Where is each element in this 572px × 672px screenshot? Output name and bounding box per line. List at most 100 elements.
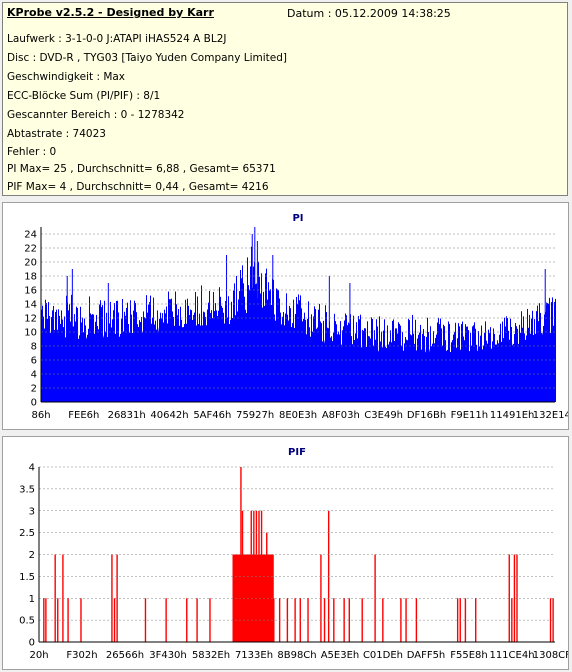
pi-bar: [336, 324, 337, 402]
pi-bar: [467, 326, 468, 402]
pi-bar: [181, 319, 182, 402]
pi-bar: [125, 315, 126, 402]
pi-bar: [281, 324, 282, 402]
pi-bar: [251, 246, 252, 402]
pi-grid: [41, 233, 555, 389]
pi-bar: [236, 275, 237, 402]
pi-bar: [218, 310, 219, 402]
pi-bar: [159, 318, 160, 402]
x-tick-label: 3F430h: [149, 650, 187, 661]
pi-bar: [334, 313, 335, 402]
pi-bar: [132, 333, 133, 402]
pi-bar: [433, 331, 434, 402]
pi-bar: [303, 318, 304, 402]
pi-bar: [147, 312, 148, 402]
pi-bar: [390, 330, 391, 402]
pi-bar: [392, 320, 393, 402]
pi-bar: [548, 303, 549, 402]
pi-bar: [150, 295, 151, 402]
pi-bar: [552, 297, 553, 402]
pi-bar: [296, 296, 297, 402]
pi-bar: [355, 333, 356, 402]
x-tick-label: 1308CFh: [533, 650, 568, 661]
x-tick-label: C3E49h: [364, 410, 403, 421]
app-title: KProbe v2.5.2 - Designed by Karr: [7, 6, 214, 19]
pi-bar: [540, 312, 541, 402]
pi-bar: [461, 324, 462, 402]
pi-bar: [412, 314, 413, 402]
pi-bar: [400, 325, 401, 402]
pi-bar: [441, 328, 442, 402]
y-tick-label: 0: [29, 638, 35, 649]
pi-bar: [417, 338, 418, 402]
pi-bar: [358, 316, 359, 402]
pi-bar: [197, 296, 198, 402]
pi-bar: [379, 316, 380, 402]
pi-bar: [520, 332, 521, 402]
pi-bar: [75, 321, 76, 402]
pi-bar: [85, 325, 86, 402]
pi-bar: [135, 303, 136, 402]
pi-bar: [239, 291, 240, 402]
pif-band-bar: [271, 572, 273, 642]
pi-summary-line: PI Max= 25 , Durchschnitt= 6,88 , Gesamt…: [7, 163, 276, 175]
pi-bar: [482, 349, 483, 402]
pi-bar: [521, 311, 522, 402]
pi-bar: [225, 301, 226, 402]
pi-bar: [309, 327, 310, 402]
pi-bar: [351, 336, 352, 402]
pi-bar: [77, 308, 78, 402]
pi-bar: [93, 314, 94, 402]
pi-bar: [419, 332, 420, 402]
pi-bar: [217, 316, 218, 402]
pi-bar: [291, 327, 292, 402]
pi-bar: [238, 299, 239, 402]
pi-bar: [242, 265, 243, 402]
pi-bar: [485, 321, 486, 402]
pi-bar: [325, 305, 326, 402]
pi-spike: [254, 227, 256, 402]
pi-bar: [126, 307, 127, 402]
pi-bar: [279, 298, 280, 402]
pi-bar: [550, 333, 551, 402]
pi-bar: [500, 323, 501, 402]
pi-bar: [459, 326, 460, 402]
pi-bar: [538, 321, 539, 402]
pi-bar: [517, 328, 518, 402]
pi-bar: [199, 313, 200, 402]
pi-bar: [490, 327, 491, 402]
pi-bar: [498, 343, 499, 402]
pif-band-bar: [270, 556, 272, 642]
pi-bar: [230, 319, 231, 402]
pi-bar: [456, 347, 457, 402]
pi-bar: [271, 304, 272, 402]
pi-bar: [331, 336, 332, 402]
pi-bar: [163, 322, 164, 402]
pi-bar: [94, 333, 95, 402]
x-tick-label: DF16Bh: [407, 410, 446, 421]
pif-band-bar: [239, 562, 241, 642]
pi-bar: [505, 326, 506, 402]
pi-bar: [138, 327, 139, 402]
pi-bar: [380, 341, 381, 402]
pi-bar: [312, 331, 313, 402]
pi-bar: [347, 325, 348, 402]
pi-bar: [131, 314, 132, 402]
y-tick-label: 24: [24, 230, 37, 241]
pi-bar: [174, 325, 175, 402]
pi-bar: [129, 332, 130, 402]
pi-bar: [397, 333, 398, 402]
pif-chart: PIF 0 0.5 1 1.5 2 2.5 3 3.5 4 20h F302h 26566h 3F430h…: [19, 447, 568, 661]
drive-line: Laufwerk : 3-1-0-0 J:ATAPI iHAS524 A BL2…: [7, 33, 227, 45]
pi-bar: [47, 318, 48, 402]
pi-bar: [203, 311, 204, 402]
pi-bar: [253, 266, 254, 402]
y-tick-label: 16: [24, 286, 37, 297]
pi-bar: [183, 327, 184, 402]
pi-bar: [109, 323, 110, 402]
pi-bar: [376, 319, 377, 402]
pif-bar: [62, 554, 64, 642]
pi-bar: [124, 311, 125, 402]
pi-spike: [272, 255, 274, 402]
pi-bar: [276, 288, 277, 402]
